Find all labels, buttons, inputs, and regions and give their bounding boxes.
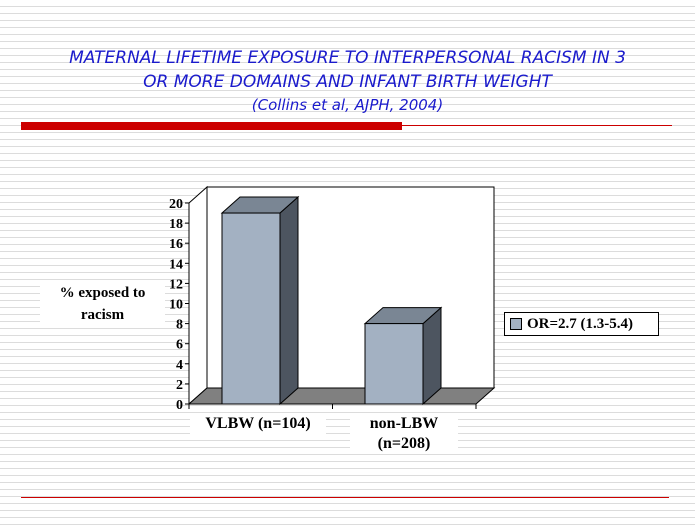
y-tick-label: 10: [169, 298, 183, 313]
y-tick-label: 6: [176, 338, 183, 353]
legend-swatch: [510, 318, 522, 330]
category-label-vlbw-text: VLBW (n=104): [205, 415, 311, 432]
y-tick-label: 4: [176, 358, 183, 373]
accent-bar: [21, 122, 402, 130]
y-tick-label: 12: [169, 277, 183, 292]
category-label-vlbw: VLBW (n=104): [190, 414, 326, 434]
category-label-non-lbw: non-LBW (n=208): [350, 414, 458, 454]
y-tick-label: 0: [176, 398, 183, 413]
y-tick-label: 8: [176, 318, 183, 333]
y-tick-label: 20: [169, 197, 183, 212]
category-label-non-lbw-line-2: (n=208): [377, 435, 431, 452]
bar: [221, 212, 281, 405]
y-tick-label: 16: [169, 237, 183, 252]
bar-side: [279, 195, 299, 406]
plot-left-wall: [188, 185, 208, 406]
slide-title: MATERNAL LIFETIME EXPOSURE TO INTERPERSO…: [0, 46, 695, 116]
accent-line: [402, 125, 672, 126]
y-axis-label-line-2: racism: [80, 307, 125, 323]
bar: [364, 323, 424, 405]
legend-label: OR=2.7 (1.3-5.4): [527, 315, 634, 332]
footer-line: [21, 497, 669, 498]
y-axis-label-line-1: % exposed to: [59, 285, 146, 301]
legend: OR=2.7 (1.3-5.4): [504, 312, 659, 336]
y-axis-label: % exposed to racism: [40, 282, 165, 326]
category-label-non-lbw-line-1: non-LBW: [369, 415, 439, 432]
title-line-1: MATERNAL LIFETIME EXPOSURE TO INTERPERSO…: [69, 48, 626, 68]
y-tick-label: 2: [176, 378, 183, 393]
title-citation: (Collins et al, AJPH, 2004): [251, 96, 444, 114]
title-line-2: OR MORE DOMAINS AND INFANT BIRTH WEIGHT: [143, 72, 552, 92]
y-tick-label: 14: [169, 257, 183, 272]
bar-side: [422, 306, 442, 406]
y-tick-label: 18: [169, 217, 183, 232]
